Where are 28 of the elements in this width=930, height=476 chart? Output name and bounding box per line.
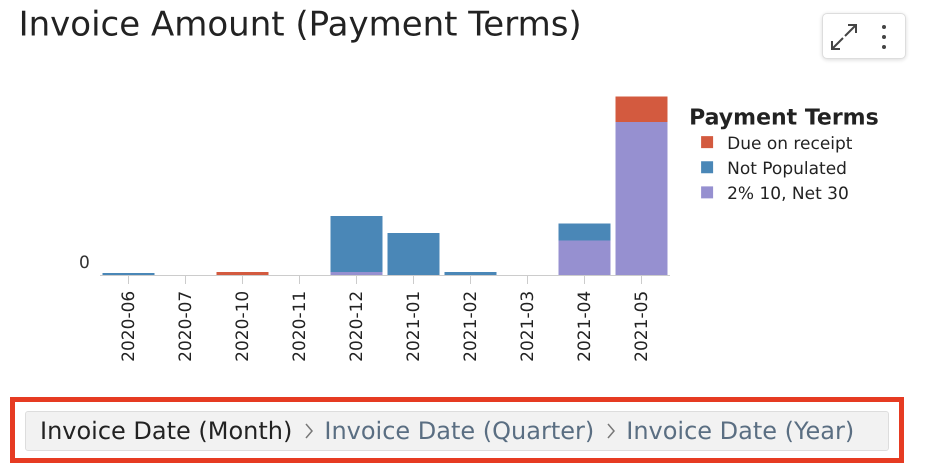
x-tick-label: 2021-04 [575, 290, 596, 362]
x-tick-label: 2021-01 [404, 290, 424, 362]
text: Invoice Date (Month) [40, 417, 292, 445]
bar [216, 272, 269, 275]
legend-label: Not Populated [727, 158, 847, 179]
x-tick-label: 2020-07 [176, 290, 196, 362]
text: 0 [79, 253, 90, 273]
bar [615, 122, 668, 275]
bar [330, 272, 383, 275]
x-tick-label: 2021-05 [632, 290, 652, 362]
bar [615, 96, 668, 122]
bar [558, 240, 611, 275]
x-tick-label: 2020-06 [119, 290, 140, 362]
legend-label: 2% 10, Net 30 [727, 184, 849, 204]
x-tick-label: 2021-03 [518, 290, 538, 362]
x-tick-label: 2020-12 [347, 290, 368, 362]
x-tick-label: 2020-10 [233, 290, 254, 362]
bar [558, 223, 611, 241]
bar [387, 232, 440, 275]
x-tick-label: 2021-02 [461, 290, 482, 362]
legend-label: Due on receipt [727, 134, 853, 154]
legend-title: Payment Terms [689, 106, 879, 131]
bar [444, 272, 497, 275]
text: Invoice Date (Quarter) [324, 417, 594, 445]
text: Invoice Date (Year) [626, 417, 854, 445]
bar [330, 216, 383, 272]
chart-title: Invoice Amount (Payment Terms) [18, 4, 582, 45]
x-tick-label: 2020-11 [290, 290, 310, 362]
